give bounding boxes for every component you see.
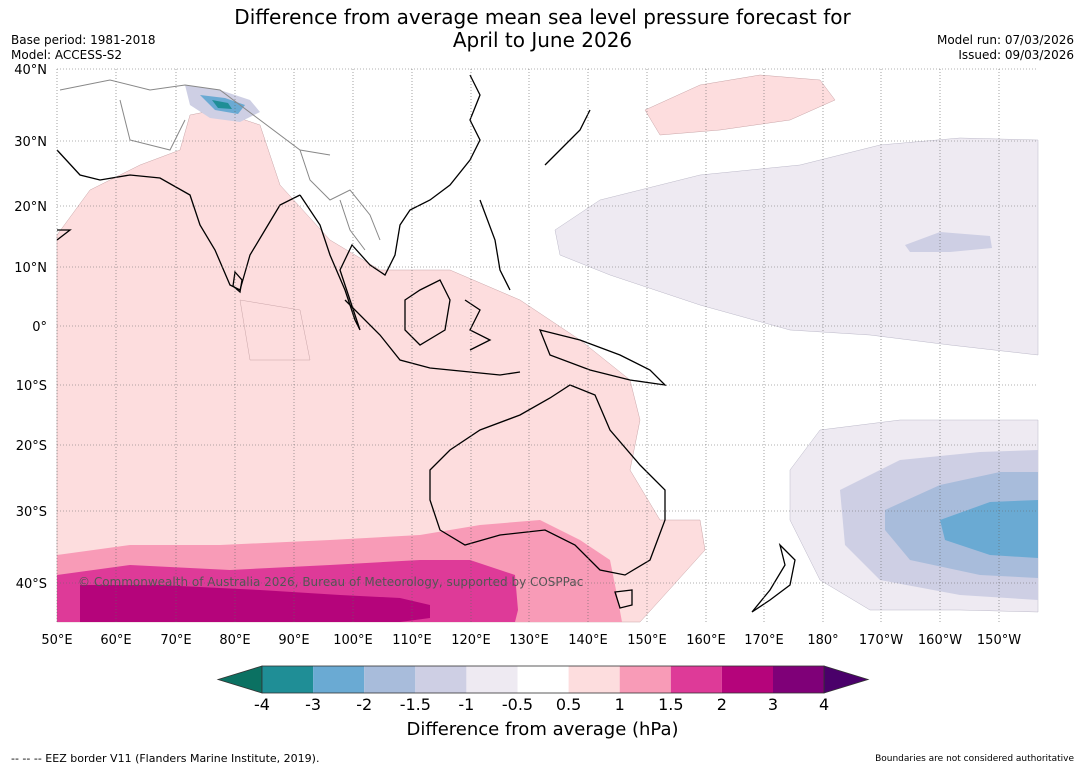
boundaries-note: Boundaries are not considered authoritat…: [875, 754, 1074, 764]
longitude-label: 80°E: [219, 633, 250, 648]
colorbar: [216, 665, 870, 694]
colorbar-title: Difference from average (hPa): [406, 719, 679, 740]
latitude-label: 30°N: [14, 135, 47, 150]
colorbar-tick-label: 1.5: [658, 695, 684, 714]
longitude-label: 130°E: [509, 633, 549, 648]
coast-new-guinea: [538, 329, 667, 386]
latitude-label: 0°: [32, 320, 47, 335]
colorbar-swatch: [466, 666, 518, 693]
border-asia-1: [59, 79, 331, 156]
colorbar-swatch: [721, 666, 773, 693]
latitude-label: 10°N: [14, 261, 47, 276]
coast-sulawesi: [464, 299, 492, 351]
coast-africa-horn: [56, 229, 72, 241]
longitude-label: 160°W: [918, 633, 962, 648]
longitude-label: 150°E: [627, 633, 667, 648]
meta-left: Base period: 1981-2018 Model: ACCESS-S2: [11, 33, 156, 63]
latitude-labels: 40°N 30°N 20°N 10°N 0° 10°S 20°S 30°S 40°S: [14, 63, 47, 592]
negative-anomaly-pacific: [554, 137, 1039, 356]
border-asia-3: [119, 99, 186, 151]
map-title-line1: Difference from average mean sea level p…: [234, 5, 851, 29]
coast-philippines: [479, 199, 511, 291]
longitude-label: 110°E: [392, 633, 432, 648]
coast-tasmania: [614, 589, 633, 609]
colorbar-high-extend: [823, 665, 870, 694]
coast-sumatra-java: [344, 299, 521, 376]
issued-date: Issued: 09/03/2026: [958, 48, 1074, 62]
longitude-label: 160°E: [686, 633, 726, 648]
coast-japan: [544, 109, 591, 166]
anomaly-band-2-3: [80, 585, 430, 622]
coast-borneo: [404, 279, 451, 346]
country-borders: [59, 79, 381, 251]
colorbar-low-extend: [216, 665, 263, 694]
anomaly-shading: [56, 74, 1039, 623]
meta-right: Model run: 07/03/2026 Issued: 09/03/2026: [937, 33, 1074, 63]
longitude-label: 50°E: [41, 633, 72, 648]
coast-australia: [429, 384, 666, 576]
latitude-label: 20°S: [16, 439, 47, 454]
latitude-label: 20°N: [14, 200, 47, 215]
eez-legend: -- -- -- EEZ border V11 (Flanders Marine…: [11, 752, 320, 765]
border-asia-4: [339, 199, 366, 251]
positive-anomaly-region: [56, 109, 706, 623]
graticule: [56, 68, 1038, 622]
colorbar-swatch: [364, 666, 416, 693]
coast-sri-lanka: [232, 270, 243, 294]
colorbar-tick-label: -3: [305, 695, 322, 714]
negative-anomaly-himalaya-center: [212, 100, 232, 109]
colorbar-swatch: [568, 666, 620, 693]
colorbar-tick-label: 2: [716, 695, 727, 714]
colorbar-swatch: [670, 666, 722, 693]
latitude-label: 30°S: [16, 505, 47, 520]
border-asia-2: [299, 149, 381, 241]
negative-anomaly-pacific-core: [905, 232, 992, 252]
map-title-line2: April to June 2026: [452, 28, 633, 52]
latitude-label: 40°N: [14, 63, 47, 78]
negative-band-3: [940, 500, 1038, 558]
coast-arabia-india: [56, 149, 301, 291]
colorbar-tick-label: -2: [356, 695, 373, 714]
colorbar-swatch: [262, 666, 314, 693]
longitude-label: 70°E: [160, 633, 191, 648]
model-run: Model run: 07/03/2026: [936, 33, 1074, 47]
colorbar-tick-label: 1: [614, 695, 625, 714]
colorbar-tick-label: -1: [458, 695, 475, 714]
coast-southeast-asia: [299, 74, 481, 331]
colorbar-tick-label: 3: [767, 695, 779, 714]
colorbar-tick-label: -0.5: [501, 695, 534, 714]
longitude-label: 170°W: [859, 633, 903, 648]
longitude-label: 90°E: [278, 633, 309, 648]
longitude-label: 180°: [807, 633, 838, 648]
colorbar-tick-label: -4: [254, 695, 270, 714]
longitude-label: 120°E: [451, 633, 491, 648]
longitude-label: 60°E: [100, 633, 131, 648]
coast-new-zealand: [751, 542, 796, 613]
longitude-labels: 50°E 60°E 70°E 80°E 90°E 100°E 110°E 120°E 130°E…: [41, 633, 1021, 648]
positive-anomaly-north-pacific: [644, 74, 836, 136]
copyright-text: © Commonwealth of Australia 2026, Bureau…: [78, 575, 583, 589]
colorbar-swatch: [773, 666, 825, 693]
colorbar-swatch: [313, 666, 365, 693]
colorbar-tick-label: 0.5: [555, 695, 582, 714]
coastlines: [56, 74, 796, 613]
colorbar-tick-label: 4: [819, 695, 830, 714]
latitude-label: 40°S: [16, 577, 47, 592]
model-name: Model: ACCESS-S2: [11, 48, 123, 62]
longitude-label: 170°E: [744, 633, 784, 648]
longitude-label: 140°E: [568, 633, 608, 648]
latitude-label: 10°S: [16, 379, 47, 394]
longitude-label: 100°E: [333, 633, 373, 648]
base-period: Base period: 1981-2018: [11, 33, 156, 47]
colorbar-tick-label: -1.5: [399, 695, 431, 714]
colorbar-swatch: [415, 666, 467, 693]
colorbar-swatch: [619, 666, 671, 693]
longitude-label: 150°W: [977, 633, 1021, 648]
colorbar-swatch: [517, 666, 569, 693]
